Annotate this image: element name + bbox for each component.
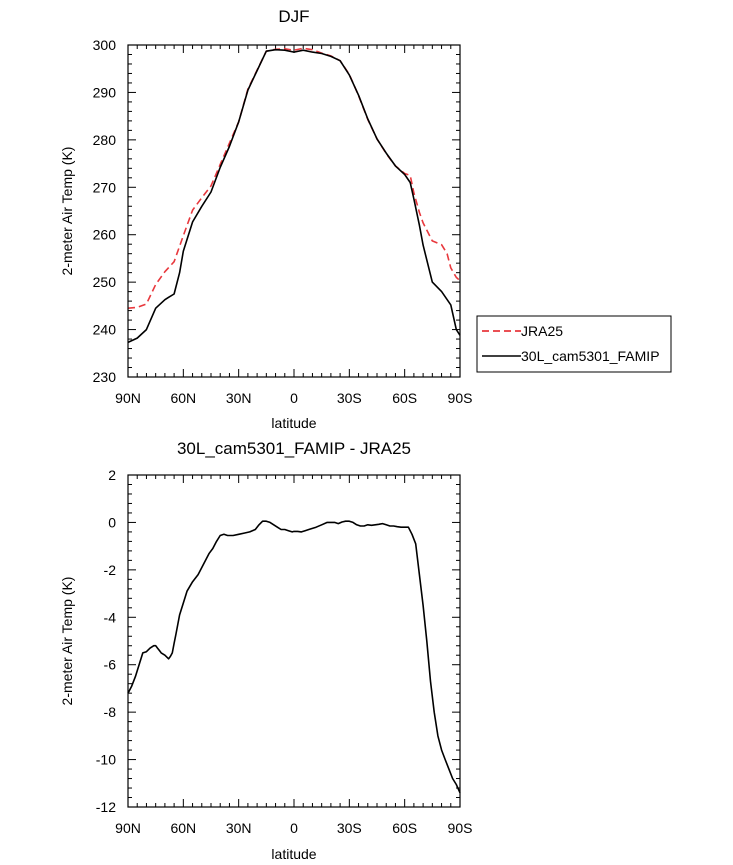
top-x-tick-label: 60N [170,390,196,406]
top-x-tick-label: 30S [337,390,362,406]
bottom-plot-area: 90N 60N 30N 0 30S 60S 90S -12 -10 -8 -6 -4 -2 0 2 [96,467,473,836]
bottom-y-tick-label: -6 [104,657,117,673]
top-y-tick-label: 300 [93,37,117,53]
bottom-y-tick-label: -8 [104,704,117,720]
bottom-x-tick-label: 90S [448,820,473,836]
top-y-tick-label: 230 [93,369,117,385]
top-chart-title: DJF [278,7,309,26]
top-chart: DJF 90N 60N 30N 0 30S 60S 90S 230 240 250 260 270 28… [59,7,472,431]
bottom-series-line-0 [127,520,461,794]
top-y-tick-label: 280 [93,132,117,148]
bottom-chart: 30L_cam5301_FAMIP - JRA25 90N 60N 30N 0 30S 6… [59,439,472,862]
bottom-y-tick-label: -10 [96,752,116,768]
bottom-x-tick-label: 30N [226,820,252,836]
bottom-y-tick-label: -12 [96,799,116,815]
bottom-x-tick-label: 0 [290,820,298,836]
legend: JRA25 30L_cam5301_FAMIP [476,315,672,373]
legend-label-model: 30L_cam5301_FAMIP [521,348,660,364]
bottom-chart-title: 30L_cam5301_FAMIP - JRA25 [177,439,411,458]
bottom-x-tick-label: 60S [392,820,417,836]
legend-box [476,315,672,373]
legend-label-jra25: JRA25 [521,323,563,339]
top-plot-area: 90N 60N 30N 0 30S 60S 90S 230 240 250 260 270 280 290… [93,37,473,406]
top-y-axis-label: 2-meter Air Temp (K) [59,147,75,276]
bottom-x-tick-label: 30S [337,820,362,836]
top-x-tick-label: 60S [392,390,417,406]
top-y-tick-label: 240 [93,322,117,338]
top-x-tick-label: 90S [448,390,473,406]
top-y-tick-label: 290 [93,84,117,100]
bottom-y-axis-label: 2-meter Air Temp (K) [59,577,75,706]
bottom-y-tick-label: -2 [104,562,117,578]
bottom-y-tick-label: 0 [108,514,116,530]
bottom-x-tick-label: 90N [115,820,141,836]
top-y-tick-label: 260 [93,227,117,243]
top-x-tick-label: 0 [290,390,298,406]
top-series-line-1 [127,48,461,344]
bottom-x-axis-label: latitude [271,846,316,862]
top-y-tick-label: 250 [93,274,117,290]
top-series-line-0 [127,47,461,309]
top-y-tick-label: 270 [93,179,117,195]
bottom-y-tick-label: 2 [108,467,116,483]
top-x-tick-label: 30N [226,390,252,406]
bottom-x-tick-label: 60N [170,820,196,836]
bottom-y-tick-label: -4 [104,609,117,625]
top-x-tick-label: 90N [115,390,141,406]
bottom-plot-frame [127,474,461,808]
top-x-axis-label: latitude [271,415,316,431]
top-plot-frame [127,44,461,378]
